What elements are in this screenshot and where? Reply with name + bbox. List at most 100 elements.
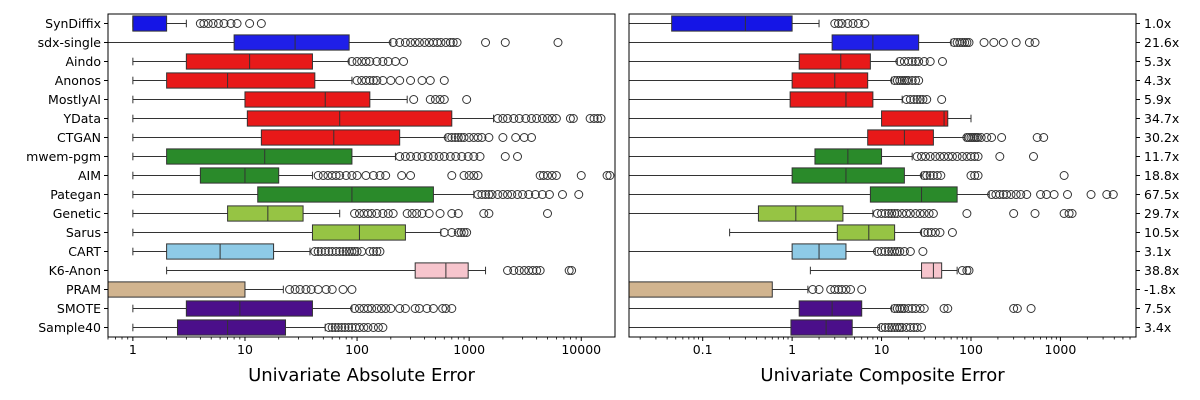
outlier-point — [226, 19, 236, 28]
outlier-point — [551, 114, 561, 123]
outlier-point — [919, 209, 929, 218]
outlier-point — [947, 228, 957, 237]
outlier-point — [527, 133, 537, 142]
box-Anonos — [628, 72, 924, 89]
box-K6-Anon — [166, 262, 577, 279]
outlier-point — [1002, 190, 1012, 199]
outlier-point — [964, 266, 974, 275]
ratio-label: -1.8x — [1144, 282, 1176, 297]
outlier-point — [320, 247, 330, 256]
outlier-point — [447, 209, 457, 218]
outlier-point — [568, 114, 578, 123]
outlier-point — [245, 19, 255, 28]
outlier-point — [1022, 190, 1032, 199]
outlier-point — [1039, 133, 1049, 142]
iqr-box — [257, 186, 434, 203]
iqr-box — [881, 110, 949, 127]
outlier-point — [498, 133, 508, 142]
outlier-point — [232, 19, 242, 28]
box-Genetic — [132, 205, 553, 222]
outlier-point — [473, 171, 483, 180]
outlier-point — [400, 304, 410, 313]
iqr-box — [166, 148, 353, 165]
chart-panel-absolute-error: SynDiffix sdx-single Aindo Anonos MostlyAI YD… — [26, 13, 616, 386]
iqr-box — [414, 262, 469, 279]
ytick-label: Pategan — [50, 187, 101, 202]
outlier-point — [957, 38, 967, 47]
outlier-point — [430, 95, 440, 104]
outlier-point — [400, 38, 410, 47]
box-CART — [628, 243, 928, 260]
outlier-point — [1049, 190, 1059, 199]
xtick-label: 100 — [959, 342, 983, 357]
outlier-point — [970, 171, 980, 180]
outlier-point — [519, 266, 529, 275]
outlier-point — [982, 133, 992, 142]
outlier-point — [493, 190, 503, 199]
iqr-box — [246, 110, 453, 127]
outlier-point — [434, 152, 444, 161]
outlier-point — [406, 38, 416, 47]
outlier-point — [439, 152, 449, 161]
box-CTGAN — [628, 129, 1049, 146]
outlier-point — [962, 38, 972, 47]
outlier-point — [456, 228, 466, 237]
outlier-point — [924, 209, 934, 218]
outlier-point — [880, 209, 890, 218]
outlier-point — [877, 209, 887, 218]
outlier-point — [447, 304, 457, 313]
outlier-point — [903, 304, 913, 313]
outlier-point — [846, 285, 856, 294]
outlier-point — [830, 285, 840, 294]
outlier-point — [553, 38, 563, 47]
ytick-label: Genetic — [53, 206, 101, 221]
outlier-point — [477, 133, 487, 142]
outlier-point — [532, 114, 542, 123]
outlier-point — [605, 171, 615, 180]
box-MostlyAI — [132, 91, 472, 108]
outlier-point — [903, 57, 913, 66]
outlier-point — [469, 171, 479, 180]
ratio-label: 5.3x — [1144, 54, 1171, 69]
outlier-point — [1064, 209, 1074, 218]
ratio-label: 18.8x — [1144, 168, 1179, 183]
outlier-point — [911, 76, 921, 85]
outlier-point — [903, 76, 913, 85]
outlier-point — [338, 247, 348, 256]
outlier-point — [860, 19, 870, 28]
outlier-point — [367, 209, 377, 218]
outlier-point — [412, 209, 422, 218]
outlier-point — [484, 133, 494, 142]
outlier-point — [1108, 190, 1118, 199]
outlier-point — [410, 38, 420, 47]
iqr-box — [757, 205, 844, 222]
outlier-point — [352, 171, 362, 180]
outlier-point — [1063, 190, 1073, 199]
iqr-box — [199, 167, 280, 184]
outlier-point — [925, 57, 935, 66]
outlier-point — [400, 152, 410, 161]
outlier-point — [917, 323, 927, 332]
outlier-point — [395, 304, 405, 313]
outlier-point — [417, 152, 427, 161]
xtick-label: 100 — [345, 342, 369, 357]
outlier-point — [412, 152, 422, 161]
outlier-point — [378, 323, 388, 332]
outlier-point — [952, 152, 962, 161]
outlier-point — [365, 57, 375, 66]
outlier-point — [833, 285, 843, 294]
iqr-box — [798, 53, 871, 70]
outlier-point — [1030, 209, 1040, 218]
outlier-point — [890, 247, 900, 256]
outlier-point — [538, 171, 548, 180]
outlier-point — [995, 190, 1005, 199]
outlier-point — [425, 76, 435, 85]
outlier-point — [564, 266, 574, 275]
ytick-label: mwem-pgm — [26, 149, 101, 164]
outlier-point — [1012, 304, 1022, 313]
outlier-point — [1086, 190, 1096, 199]
ytick-label: sdx-single — [38, 35, 102, 50]
outlier-point — [943, 152, 953, 161]
outlier-point — [925, 152, 935, 161]
ratio-label: 67.5x — [1144, 187, 1179, 202]
